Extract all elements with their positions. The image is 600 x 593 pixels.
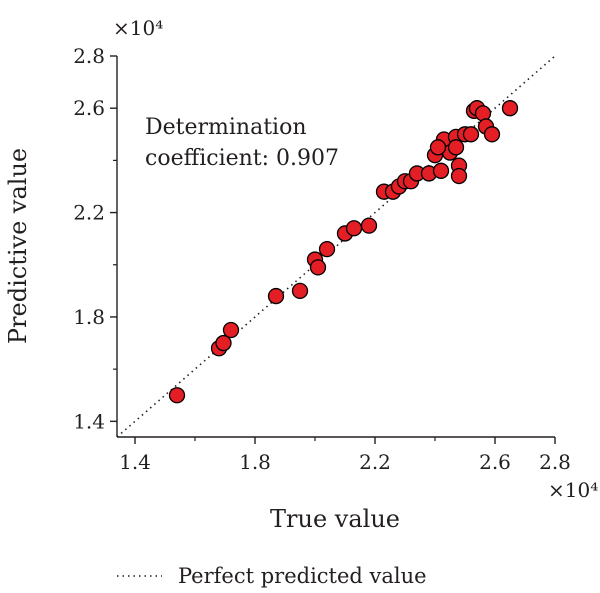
legend: Perfect predicted value bbox=[117, 564, 427, 588]
x-tick-label: 2.6 bbox=[479, 450, 511, 474]
x-tick-label: 1.4 bbox=[119, 450, 151, 474]
y-tick-label: 1.4 bbox=[73, 409, 105, 433]
y-axis-label: Predictive value bbox=[4, 148, 32, 344]
axes: 1.4 1.8 2.2 2.6 2.8 1.4 1.8 2.2 2.6 2.8 bbox=[73, 44, 571, 474]
data-point bbox=[345, 220, 363, 237]
x-axis-label: True value bbox=[270, 505, 400, 533]
data-point bbox=[267, 287, 285, 305]
data-point bbox=[501, 100, 519, 117]
data-point bbox=[291, 282, 309, 300]
x-tick-label: 2.8 bbox=[539, 450, 571, 474]
chart-labels: ×10⁴ ×10⁴ Determination coefficient: 0.9… bbox=[4, 16, 598, 533]
annotation-line-2: coefficient: 0.907 bbox=[145, 146, 339, 171]
data-point bbox=[360, 217, 378, 234]
y-multiplier: ×10⁴ bbox=[113, 16, 163, 40]
data-point bbox=[432, 162, 450, 179]
data-point bbox=[462, 126, 480, 143]
data-points bbox=[168, 100, 519, 404]
y-tick-label: 2.6 bbox=[73, 96, 105, 120]
annotation-line-1: Determination bbox=[145, 115, 307, 140]
x-multiplier: ×10⁴ bbox=[548, 478, 598, 502]
data-point bbox=[222, 321, 240, 339]
data-point bbox=[318, 240, 336, 258]
data-point bbox=[447, 139, 465, 156]
data-point bbox=[168, 387, 186, 404]
x-tick-label: 2.2 bbox=[359, 450, 391, 474]
data-point bbox=[429, 139, 447, 156]
data-point bbox=[309, 259, 327, 276]
data-point bbox=[483, 126, 501, 143]
data-point bbox=[450, 167, 468, 185]
x-tick-label: 1.8 bbox=[239, 450, 271, 474]
data-point bbox=[215, 334, 232, 352]
y-tick-label: 1.8 bbox=[73, 305, 105, 329]
y-tick-label: 2.2 bbox=[73, 201, 105, 225]
legend-label: Perfect predicted value bbox=[178, 564, 427, 588]
y-tick-label: 2.8 bbox=[73, 44, 105, 68]
